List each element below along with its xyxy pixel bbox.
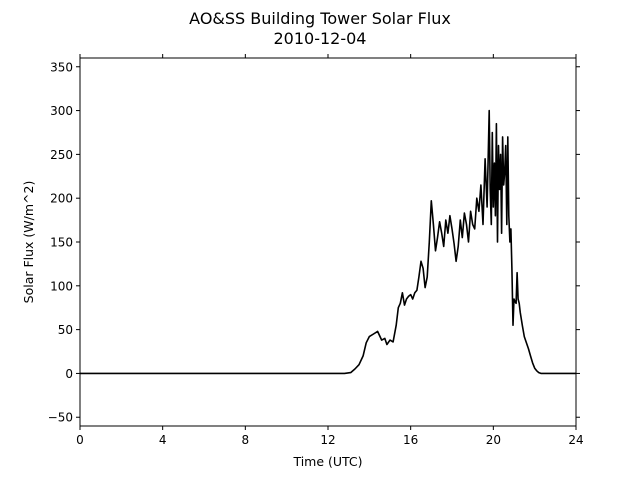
solar-flux-series-line xyxy=(80,109,576,375)
x-axis-label: Time (UTC) xyxy=(292,454,362,469)
y-tick-label: 350 xyxy=(50,60,73,74)
x-tick-label: 24 xyxy=(568,433,583,447)
y-axis: −50 0 50 100 150 200 250 300 350 xyxy=(48,60,580,425)
y-axis-label: Solar Flux (W/m^2) xyxy=(21,181,36,304)
y-tick-label: 300 xyxy=(50,104,73,118)
x-axis: 0 4 8 12 16 20 24 xyxy=(76,54,584,447)
y-tick-label: 150 xyxy=(50,236,73,250)
chart-title: AO&SS Building Tower Solar Flux xyxy=(189,9,451,28)
y-tick-label: 0 xyxy=(65,367,73,381)
y-tick-label: 200 xyxy=(50,192,73,206)
x-tick-label: 4 xyxy=(159,433,167,447)
chart-subtitle: 2010-12-04 xyxy=(274,29,367,48)
x-tick-label: 0 xyxy=(76,433,84,447)
y-tick-label: 100 xyxy=(50,279,73,293)
y-tick-label: 250 xyxy=(50,148,73,162)
y-tick-label: 50 xyxy=(58,323,73,337)
plot-area-frame xyxy=(79,57,577,427)
x-tick-label: 20 xyxy=(486,433,501,447)
x-tick-label: 16 xyxy=(403,433,418,447)
y-tick-label: −50 xyxy=(48,411,73,425)
x-tick-label: 12 xyxy=(320,433,335,447)
x-tick-label: 8 xyxy=(242,433,250,447)
